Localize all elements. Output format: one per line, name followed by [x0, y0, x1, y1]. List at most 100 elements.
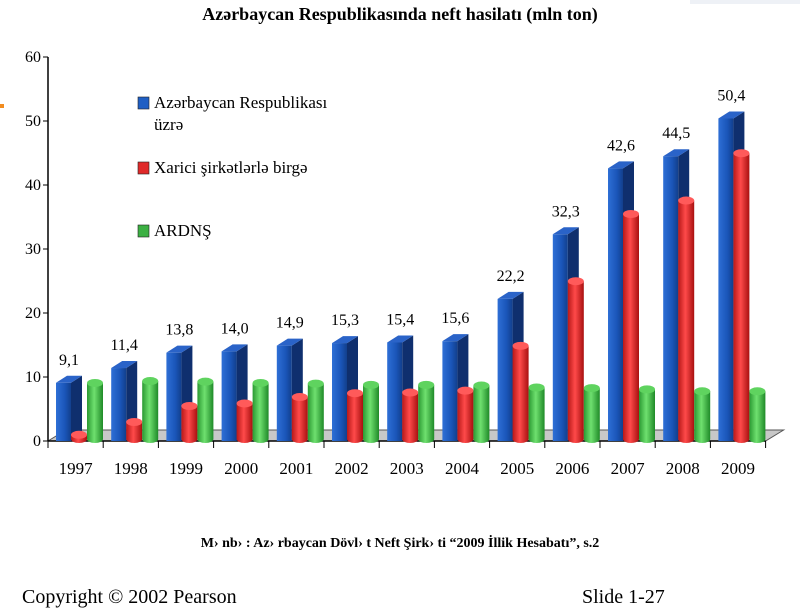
source-note: M› nb› : Az› rbaycan Dövl› t Neft Şirk› …	[200, 536, 600, 551]
cylinder-top	[252, 378, 269, 387]
bar-ardns	[252, 378, 269, 443]
x-tick-label: 2006	[555, 459, 589, 478]
cylinder-top	[694, 387, 711, 396]
x-tick-label: 2003	[390, 459, 424, 478]
bar-ardns	[307, 379, 324, 443]
y-tick-label: 40	[25, 177, 41, 194]
bar-ardns	[418, 380, 435, 443]
bar-foreign-partners	[347, 389, 363, 443]
cylinder-top	[678, 196, 695, 205]
bar-top	[111, 361, 138, 369]
cylinder-top	[142, 377, 159, 386]
bar-top	[166, 345, 193, 353]
bars	[56, 111, 766, 443]
corner-decoration	[690, 0, 800, 4]
bar-top	[497, 291, 524, 299]
bar-foreign-partners	[181, 402, 198, 443]
cylinder-top	[126, 418, 143, 426]
legend-swatch	[137, 224, 150, 238]
cylinder-body	[567, 281, 584, 443]
cylinder-top	[749, 387, 766, 396]
x-tick-label: 2000	[224, 459, 258, 478]
cylinder-body	[528, 387, 545, 443]
bar-front	[718, 118, 734, 441]
cylinder-body	[512, 345, 529, 443]
bar-front	[552, 234, 568, 441]
bar-front	[221, 351, 237, 441]
legend-label: üzrə	[154, 115, 183, 134]
bar-front	[332, 343, 347, 441]
bar-foreign-partners	[457, 386, 474, 443]
bar-front	[497, 298, 513, 441]
cylinder-top	[418, 380, 435, 389]
cylinder-body	[363, 384, 379, 443]
cylinder-body	[307, 383, 324, 443]
cylinder-top	[71, 430, 87, 439]
legend-label: Xarici şirkətlərlə birgə	[154, 158, 308, 177]
y-tick-label: 20	[25, 305, 41, 322]
cylinder-top	[457, 386, 474, 395]
bar-front	[166, 352, 182, 441]
cylinder-body	[678, 200, 695, 443]
bar-foreign-partners	[402, 388, 419, 443]
chart: 0 10 20 30 40 50 60 1997 1998 1999 2000 2001 2002 200…	[25, 49, 786, 478]
cylinder-body	[142, 381, 159, 443]
data-label: 14,0	[221, 320, 249, 337]
cylinder-body	[236, 403, 253, 443]
x-tick-label: 2001	[279, 459, 313, 478]
x-tick-label: 1999	[169, 459, 203, 478]
y-tick-label: 30	[25, 241, 41, 258]
cylinder-top	[639, 385, 655, 394]
bar-foreign-partners	[512, 341, 529, 443]
bar-top	[387, 335, 414, 343]
data-label: 32,3	[552, 203, 580, 220]
bar-foreign-partners	[678, 196, 695, 443]
cylinder-body	[733, 153, 750, 443]
cylinder-body	[623, 214, 639, 443]
x-tick-label: 2007	[611, 459, 646, 478]
data-label: 15,4	[386, 311, 414, 328]
bar-ardns	[473, 381, 490, 443]
data-label: 42,6	[607, 137, 635, 154]
cylinder-top	[197, 377, 214, 386]
bar-front	[56, 382, 71, 441]
cylinder-body	[347, 393, 363, 443]
data-label: 9,1	[59, 352, 79, 369]
cylinder-top	[583, 384, 600, 393]
bar-top	[276, 338, 303, 346]
data-label: 11,4	[110, 337, 137, 354]
bar-front	[608, 168, 623, 442]
cylinder-body	[749, 391, 766, 443]
bar-front	[276, 345, 292, 441]
cylinder-body	[252, 382, 269, 443]
bar-ardns	[639, 385, 655, 443]
data-label: 44,5	[662, 125, 690, 142]
slide-number: Slide 1-27	[582, 586, 665, 608]
bar-azerbaijan	[56, 375, 82, 441]
cylinder-body	[87, 382, 103, 443]
y-tick-label: 10	[25, 369, 41, 386]
cylinder-top	[567, 277, 584, 286]
data-label: 50,4	[717, 87, 745, 104]
data-label: 14,9	[276, 315, 304, 332]
bar-ardns	[363, 380, 379, 443]
bar-foreign-partners	[567, 277, 584, 443]
cylinder-body	[457, 390, 474, 443]
bar-foreign-partners	[623, 210, 639, 443]
data-label: 15,6	[441, 310, 469, 327]
bar-ardns	[694, 387, 711, 443]
data-label: 15,3	[331, 312, 359, 329]
cylinder-top	[307, 379, 324, 388]
cylinder-body	[126, 422, 143, 443]
bar-top	[56, 375, 82, 383]
bar-top	[552, 227, 579, 235]
cylinder-body	[181, 406, 198, 443]
x-tick-label: 2005	[500, 459, 534, 478]
bar-ardns	[528, 383, 545, 443]
bar-front	[442, 341, 458, 441]
bar-side	[71, 375, 82, 441]
cylinder-top	[236, 399, 253, 408]
y-tick-label: 0	[33, 433, 41, 450]
cylinder-top	[363, 380, 379, 389]
cylinder-top	[512, 341, 529, 350]
